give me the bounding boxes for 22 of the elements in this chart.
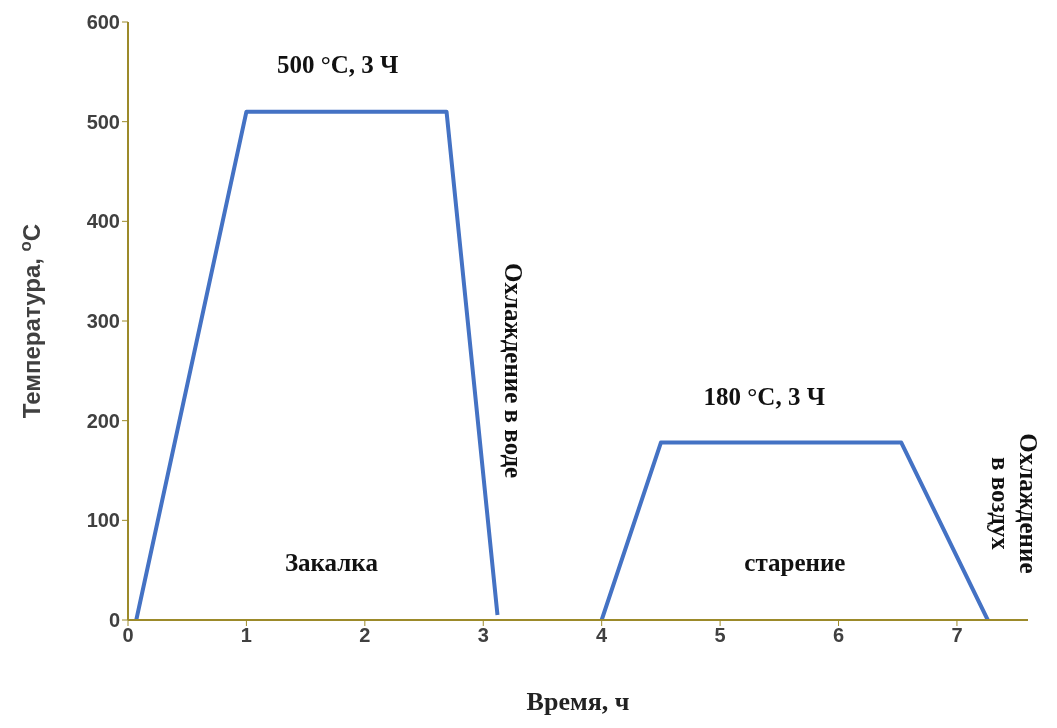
y-tick-label: 0 <box>108 609 120 632</box>
y-tick-label: 500 <box>86 110 120 133</box>
x-tick-label: 0 <box>122 624 134 647</box>
y-tick-label: 300 <box>86 310 120 333</box>
x-tick-label: 5 <box>714 624 726 647</box>
annotation: Охлаждение в воздух <box>987 433 1042 574</box>
x-axis-title: Время, ч <box>526 687 630 716</box>
annotation: старение <box>744 548 846 576</box>
annotation: 500 °C, 3 Ч <box>277 50 399 78</box>
annotation: Охлаждение в воде <box>500 263 528 479</box>
y-tick-label: 200 <box>86 409 120 432</box>
annotation: 180 °C, 3 Ч <box>703 382 825 410</box>
x-tick-label: 1 <box>240 624 252 647</box>
y-tick-label: 400 <box>86 210 120 233</box>
annotation: Закалка <box>284 548 379 576</box>
x-tick-label: 7 <box>951 624 963 647</box>
x-tick-label: 3 <box>477 624 489 647</box>
x-tick-label: 2 <box>359 624 371 647</box>
y-tick-label: 600 <box>86 11 120 34</box>
x-tick-label: 4 <box>596 624 609 647</box>
y-tick-label: 100 <box>86 509 120 532</box>
x-tick-label: 6 <box>832 624 845 647</box>
